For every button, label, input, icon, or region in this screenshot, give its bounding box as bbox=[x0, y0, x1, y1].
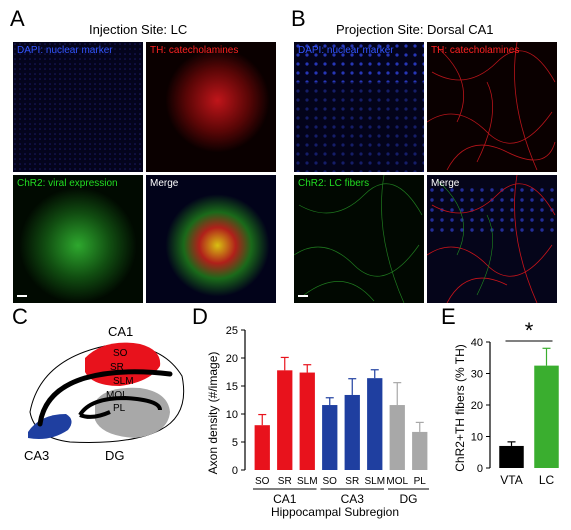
pyramidal-layer bbox=[37, 369, 173, 427]
panel-b-merge-caption: Merge bbox=[431, 178, 460, 189]
x-tick-label: SR bbox=[278, 476, 292, 487]
panel-b-dapi-caption: DAPI: nuclear marker bbox=[298, 45, 394, 56]
panel-e-letter: E bbox=[441, 304, 456, 329]
group-label: DG bbox=[400, 492, 418, 506]
label-pl: PL bbox=[113, 403, 126, 414]
label-slm: SLM bbox=[113, 376, 134, 387]
group-label: CA1 bbox=[273, 492, 297, 506]
panel-b-letter: B bbox=[291, 6, 306, 31]
panel-a-chr2-caption: ChR2: viral expression bbox=[17, 178, 118, 189]
panel-a-merge-image: Merge bbox=[146, 175, 276, 303]
x-tick-label: SO bbox=[323, 476, 338, 487]
hippocampus-diagram: CA1 SO SR SLM MOL PL CA3 DG bbox=[24, 324, 185, 463]
y-tick-label: 10 bbox=[226, 409, 238, 421]
x-tick-label: SLM bbox=[364, 476, 385, 487]
label-mol: MOL bbox=[106, 390, 128, 401]
panel-a-th-image: TH: catecholamines bbox=[146, 42, 276, 172]
bar bbox=[389, 405, 405, 470]
panel-a-letter: A bbox=[10, 6, 25, 31]
label-ca1: CA1 bbox=[108, 324, 133, 339]
panel-b-merge-image: Merge bbox=[427, 175, 557, 303]
bar bbox=[322, 405, 338, 470]
y-axis-label: Axon density (#/image) bbox=[206, 352, 220, 475]
panel-a-merge-caption: Merge bbox=[150, 178, 179, 189]
significance-star: * bbox=[525, 318, 534, 343]
panel-d-letter: D bbox=[192, 304, 208, 329]
panel-b-chr2-image: ChR2: LC fibers bbox=[294, 175, 424, 303]
ca3-region bbox=[28, 414, 72, 439]
chr2-th-fibers-chart: ChR2+TH fibers (% TH) 0 10 20 30 40 VTA LC * bbox=[453, 318, 559, 487]
bar bbox=[344, 394, 360, 470]
bar bbox=[254, 425, 270, 470]
bar bbox=[534, 365, 559, 468]
granule-layer bbox=[78, 395, 162, 417]
y-tick-label: 10 bbox=[471, 432, 483, 444]
y-axis-label: ChR2+TH fibers (% TH) bbox=[453, 344, 467, 471]
panel-b-dapi-image: DAPI: nuclear marker bbox=[294, 42, 424, 172]
panel-b-th-image: TH: catecholamines bbox=[427, 42, 557, 172]
panel-b-th-caption: TH: catecholamines bbox=[431, 45, 520, 56]
hippocampus-outline bbox=[29, 344, 185, 443]
y-tick-label: 25 bbox=[226, 325, 238, 337]
y-tick-label: 0 bbox=[477, 463, 483, 475]
scale-bar bbox=[298, 295, 308, 297]
x-tick-label: SLM bbox=[297, 476, 318, 487]
y-tick-label: 20 bbox=[226, 353, 238, 365]
label-so: SO bbox=[113, 348, 128, 359]
y-tick-label: 40 bbox=[471, 337, 483, 349]
y-tick-label: 0 bbox=[232, 465, 238, 477]
panel-a-chr2-image: ChR2: viral expression bbox=[13, 175, 143, 303]
bar bbox=[367, 378, 383, 470]
x-tick-label: SO bbox=[255, 476, 270, 487]
scale-bar bbox=[17, 295, 27, 297]
y-tick-label: 20 bbox=[471, 400, 483, 412]
panel-c-letter: C bbox=[12, 304, 28, 329]
panel-b-chr2-caption: ChR2: LC fibers bbox=[298, 178, 370, 189]
x-axis-label: Hippocampal Subregion bbox=[271, 505, 399, 519]
x-tick-label: PL bbox=[414, 476, 427, 487]
panel-a-th-caption: TH: catecholamines bbox=[150, 45, 239, 56]
panel-b-title: Projection Site: Dorsal CA1 bbox=[336, 22, 494, 37]
label-ca3: CA3 bbox=[24, 448, 49, 463]
x-tick-label: MOL bbox=[386, 476, 408, 487]
panel-a-title: Injection Site: LC bbox=[89, 22, 188, 37]
bar bbox=[412, 431, 428, 470]
x-tick-label: SR bbox=[345, 476, 359, 487]
y-tick-label: 5 bbox=[232, 437, 238, 449]
y-tick-label: 15 bbox=[226, 381, 238, 393]
panel-a-dapi-caption: DAPI: nuclear marker bbox=[17, 45, 113, 56]
y-tick-label: 30 bbox=[471, 369, 483, 381]
axon-density-chart: Axon density (#/image) Hippocampal Subre… bbox=[206, 325, 429, 519]
panel-a-dapi-image: DAPI: nuclear marker bbox=[13, 42, 143, 172]
bar bbox=[277, 370, 293, 470]
label-sr: SR bbox=[110, 362, 124, 373]
bar bbox=[499, 445, 524, 468]
x-tick-label: LC bbox=[539, 473, 555, 487]
label-dg: DG bbox=[105, 448, 125, 463]
group-label: CA3 bbox=[341, 492, 365, 506]
x-tick-label: VTA bbox=[500, 473, 522, 487]
bar bbox=[299, 372, 315, 470]
